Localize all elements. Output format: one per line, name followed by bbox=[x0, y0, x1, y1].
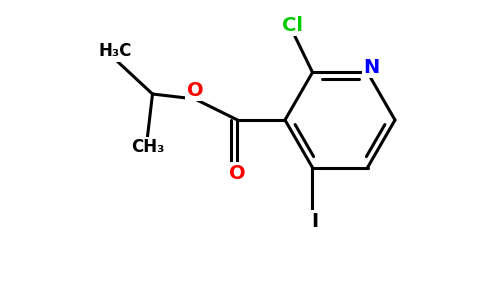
Text: O: O bbox=[187, 80, 203, 100]
Text: Cl: Cl bbox=[282, 16, 303, 35]
Text: N: N bbox=[363, 58, 379, 77]
Text: H₃C: H₃C bbox=[98, 43, 132, 61]
Text: I: I bbox=[311, 212, 318, 231]
Text: O: O bbox=[229, 164, 246, 183]
Text: CH₃: CH₃ bbox=[131, 139, 164, 157]
